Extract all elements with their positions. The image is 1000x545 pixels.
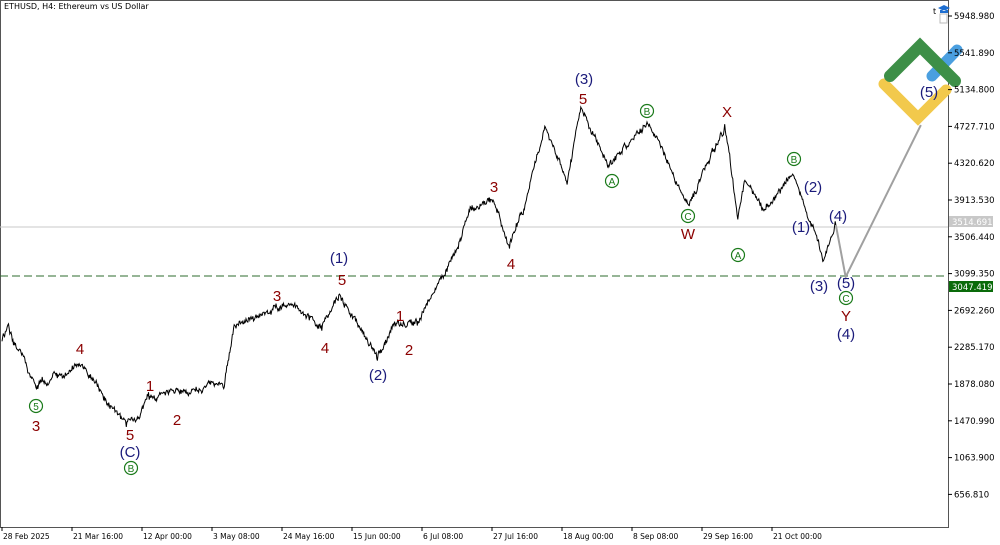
x-tick-label: 24 May 16:00 bbox=[283, 532, 335, 541]
wave-label: X bbox=[722, 104, 732, 121]
wave-label: (5) bbox=[837, 275, 855, 292]
x-tick-label: 3 May 08:00 bbox=[213, 532, 260, 541]
wave-label: 4 bbox=[507, 256, 515, 273]
x-tick-label: 15 Jun 00:00 bbox=[353, 532, 401, 541]
y-tick-label: 4727.710 bbox=[954, 122, 995, 132]
wave-label: (1) bbox=[330, 250, 348, 267]
wave-label: (1) bbox=[792, 219, 810, 236]
wave-label: A bbox=[735, 251, 742, 262]
y-tick-label: 2285.170 bbox=[954, 343, 995, 353]
wave-label: (4) bbox=[837, 326, 855, 343]
wave-label: 5 bbox=[33, 402, 39, 413]
wave-label: B bbox=[128, 464, 135, 475]
x-tick-label: 27 Jul 16:00 bbox=[493, 532, 538, 541]
y-tick-label: 3099.350 bbox=[954, 270, 995, 280]
wave-label-circle bbox=[639, 103, 655, 119]
one-click-trading-toggle[interactable]: t bbox=[933, 7, 936, 16]
wave-label-circle bbox=[28, 398, 44, 414]
y-tick-label: 3506.440 bbox=[954, 233, 995, 243]
wave-label: (C) bbox=[120, 444, 141, 461]
wave-label: (3) bbox=[810, 278, 828, 295]
trade-panel-icon[interactable] bbox=[939, 13, 948, 24]
logo bbox=[878, 37, 963, 126]
wave-label: 3 bbox=[273, 288, 281, 305]
x-tick-label: 21 Mar 16:00 bbox=[73, 532, 123, 541]
wave-label-circle bbox=[730, 247, 746, 263]
wave-label: B bbox=[791, 155, 798, 166]
wave-label-circle bbox=[123, 460, 139, 476]
wave-label: (2) bbox=[804, 179, 822, 196]
bid-price-tag bbox=[949, 216, 993, 227]
x-tick-label: 29 Sep 16:00 bbox=[703, 532, 753, 541]
wave-label-circle bbox=[604, 173, 620, 189]
bid-price: 3514.691 bbox=[952, 218, 993, 228]
y-tick-label: 4320.620 bbox=[954, 159, 995, 169]
x-tick-label: 8 Sep 08:00 bbox=[633, 532, 679, 541]
wave-label: 3 bbox=[32, 418, 40, 435]
wave-label: 1 bbox=[396, 308, 404, 325]
x-tick-label: 18 Aug 00:00 bbox=[563, 532, 614, 541]
y-tick-label: 5948.980 bbox=[954, 12, 995, 22]
wave-label: B bbox=[644, 107, 651, 118]
wave-label: Y bbox=[841, 308, 851, 325]
ask-price: 3047.419 bbox=[952, 283, 993, 293]
wave-label: 4 bbox=[321, 340, 329, 357]
wave-label: (5) bbox=[920, 84, 938, 101]
wave-label: 3 bbox=[490, 179, 498, 196]
x-tick-label: 6 Jul 08:00 bbox=[423, 532, 463, 541]
wave-label: (2) bbox=[369, 367, 387, 384]
wave-label: 2 bbox=[405, 342, 413, 359]
wave-label: (4) bbox=[829, 208, 847, 225]
x-tick-label: 28 Feb 2025 bbox=[3, 532, 50, 541]
wave-label: 5 bbox=[579, 91, 587, 108]
wave-label: C bbox=[842, 294, 849, 305]
price-line bbox=[1, 105, 837, 427]
plot-area bbox=[0, 0, 949, 528]
y-tick-label: 1878.080 bbox=[954, 380, 995, 390]
y-tick-label: 2692.260 bbox=[954, 306, 995, 316]
wave-label: 5 bbox=[338, 272, 346, 289]
ask-price-tag bbox=[949, 281, 993, 292]
wave-label: 2 bbox=[173, 412, 181, 429]
wave-label: (3) bbox=[575, 71, 593, 88]
y-tick-label: 656.810 bbox=[954, 490, 989, 500]
x-tick-label: 12 Apr 00:00 bbox=[143, 532, 192, 541]
y-tick-label: 5134.800 bbox=[954, 86, 995, 96]
projection-line bbox=[834, 124, 922, 281]
wave-label-circle bbox=[838, 290, 854, 306]
x-tick-label: 21 Oct 00:00 bbox=[773, 532, 822, 541]
wave-label: 5 bbox=[126, 427, 134, 444]
wave-label: W bbox=[681, 226, 696, 243]
wave-label: 1 bbox=[146, 378, 154, 395]
y-tick-label: 3913.530 bbox=[954, 196, 995, 206]
y-tick-label: 1063.900 bbox=[954, 454, 995, 464]
academy-cap-icon[interactable] bbox=[938, 5, 950, 13]
wave-label: A bbox=[609, 177, 616, 188]
y-tick-label: 5541.890 bbox=[954, 49, 995, 59]
wave-label: 4 bbox=[76, 341, 84, 358]
wave-label-circle bbox=[680, 208, 696, 224]
chart-title: ETHUSD, H4: Ethereum vs US Dollar bbox=[4, 2, 149, 11]
y-tick-label: 1470.990 bbox=[954, 417, 995, 427]
wave-label-circle bbox=[786, 151, 802, 167]
wave-label: C bbox=[684, 212, 691, 223]
